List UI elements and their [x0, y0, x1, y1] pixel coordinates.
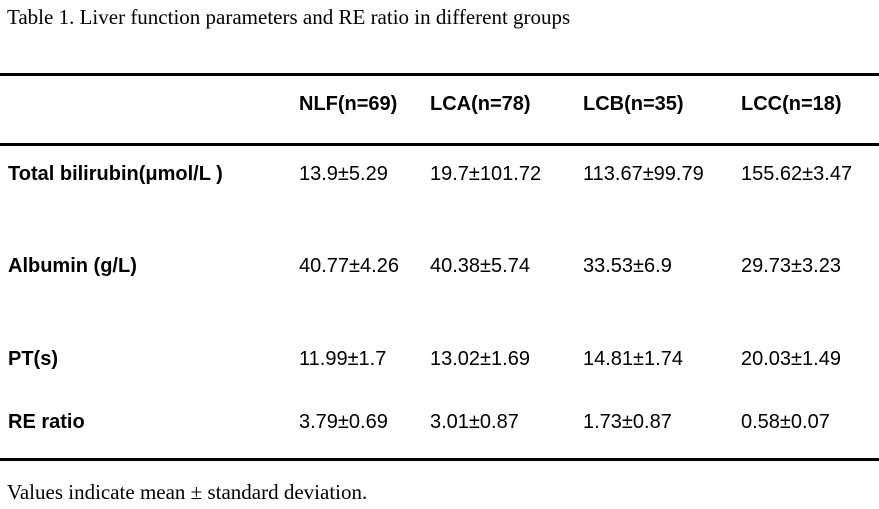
table-top-rule — [0, 73, 879, 76]
cell-value: 1.73±0.87 — [583, 411, 672, 433]
cell-value: 14.81±1.74 — [583, 348, 683, 370]
column-header-lcc: LCC(n=18) — [741, 93, 842, 115]
cell-value: 13.02±1.69 — [430, 348, 530, 370]
cell-value: 11.99±1.7 — [299, 348, 387, 370]
cell-value: 33.53±6.9 — [583, 255, 672, 277]
column-header-lcb: LCB(n=35) — [583, 93, 684, 115]
column-header-nlf: NLF(n=69) — [299, 93, 398, 115]
cell-value: 20.03±1.49 — [741, 348, 841, 370]
table-header-rule — [0, 143, 879, 146]
row-label-pt: PT(s) — [8, 348, 58, 370]
cell-value: 3.79±0.69 — [299, 411, 388, 433]
cell-value: 113.67±99.79 — [583, 163, 704, 185]
table-footnote: Values indicate mean ± standard deviatio… — [7, 480, 368, 504]
cell-value: 29.73±3.23 — [741, 255, 841, 277]
table-caption: Table 1. Liver function parameters and R… — [7, 5, 571, 29]
cell-value: 155.62±3.47 — [741, 163, 853, 185]
cell-value: 40.77±4.26 — [299, 255, 399, 277]
cell-value: 13.9±5.29 — [299, 163, 388, 185]
column-header-lca: LCA(n=78) — [430, 93, 531, 115]
row-label-re-ratio: RE ratio — [8, 411, 85, 433]
cell-value: 19.7±101.72 — [430, 163, 542, 185]
row-label-albumin: Albumin (g/L) — [8, 255, 137, 277]
cell-value: 40.38±5.74 — [430, 255, 530, 277]
table-bottom-rule — [0, 458, 879, 461]
cell-value: 3.01±0.87 — [430, 411, 519, 433]
cell-value: 0.58±0.07 — [741, 411, 830, 433]
row-label-total-bilirubin: Total bilirubin(μmol/L ) — [8, 163, 223, 185]
